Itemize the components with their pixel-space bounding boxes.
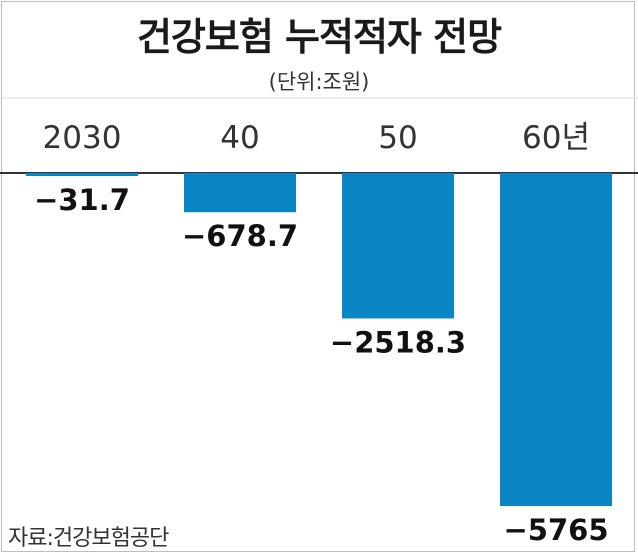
bar (342, 173, 454, 319)
bar (26, 173, 138, 176)
value-label: −5765 (503, 513, 608, 547)
category-label: 2030 (43, 120, 122, 156)
bar (500, 173, 612, 506)
value-label: −2518.3 (330, 325, 466, 359)
category-label: 60년 (522, 120, 590, 156)
unit-label: (단위:조원) (268, 70, 370, 94)
category-label: 50 (378, 120, 417, 156)
value-label: −31.7 (34, 183, 130, 217)
value-label: −678.7 (182, 219, 298, 253)
category-label: 40 (220, 120, 259, 156)
chart-title: 건강보험 누적적자 전망 (136, 15, 502, 59)
bar (184, 173, 296, 213)
source-note: 자료:건강보험공단 (8, 526, 169, 551)
